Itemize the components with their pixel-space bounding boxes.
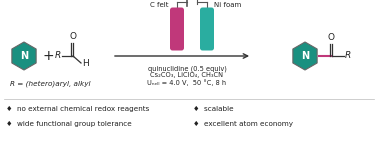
Text: C felt: C felt (150, 2, 168, 8)
Text: ♦  scalable: ♦ scalable (193, 106, 234, 112)
Text: R: R (55, 51, 61, 61)
Text: ♦  excellent atom economy: ♦ excellent atom economy (193, 121, 293, 127)
Text: R: R (345, 51, 351, 61)
Polygon shape (12, 42, 36, 70)
Text: O: O (327, 33, 335, 42)
Text: ♦  wide functional group tolerance: ♦ wide functional group tolerance (6, 121, 132, 127)
Text: Uₙₑₗₗ = 4.0 V,  50 °C, 8 h: Uₙₑₗₗ = 4.0 V, 50 °C, 8 h (147, 79, 226, 86)
Text: Cs₂CO₃, LiClO₄, CH₃CN: Cs₂CO₃, LiClO₄, CH₃CN (150, 72, 223, 78)
FancyBboxPatch shape (200, 7, 214, 51)
Text: R = (hetero)aryl, alkyl: R = (hetero)aryl, alkyl (10, 81, 90, 87)
FancyBboxPatch shape (170, 7, 184, 51)
Polygon shape (293, 42, 317, 70)
Text: N: N (20, 51, 28, 61)
Text: ♦  no external chemical redox reagents: ♦ no external chemical redox reagents (6, 106, 149, 112)
Text: O: O (70, 32, 76, 41)
Text: quinuclidine (0.5 equiv): quinuclidine (0.5 equiv) (147, 65, 226, 71)
Text: +: + (42, 49, 54, 63)
Text: N: N (301, 51, 309, 61)
Text: H: H (82, 58, 89, 68)
Text: Ni foam: Ni foam (214, 2, 241, 8)
